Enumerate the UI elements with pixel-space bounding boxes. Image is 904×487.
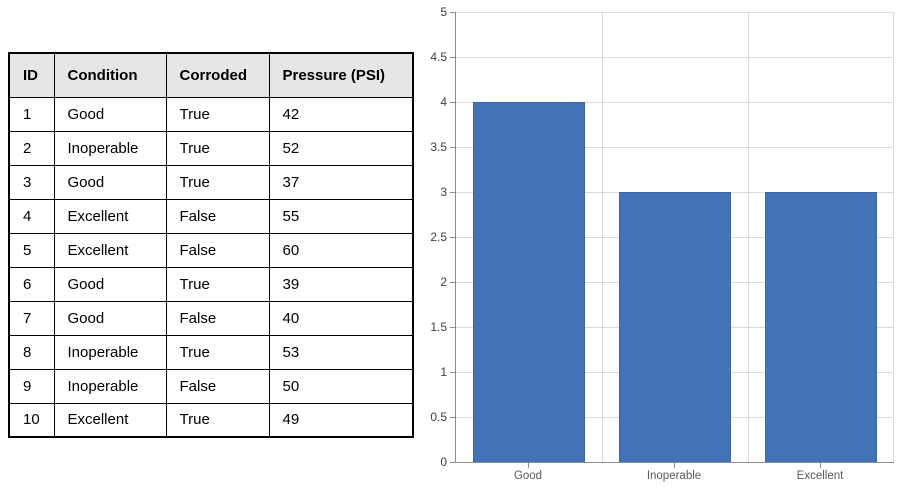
y-axis-tick bbox=[450, 237, 455, 238]
x-axis-tick bbox=[674, 463, 675, 468]
table-cell: 1 bbox=[8, 96, 55, 132]
v-gridline bbox=[602, 12, 603, 462]
table-cell: 9 bbox=[8, 368, 55, 404]
y-axis-tick bbox=[450, 372, 455, 373]
table-cell: Excellent bbox=[53, 232, 167, 268]
table-cell: 42 bbox=[268, 96, 414, 132]
table-row: 9 Inoperable False 50 bbox=[8, 368, 414, 404]
table-cell: 10 bbox=[8, 402, 55, 438]
table-header-cell: Corroded bbox=[165, 52, 270, 98]
x-axis-tick bbox=[820, 463, 821, 468]
table-cell: True bbox=[165, 266, 270, 302]
table-header-cell: Pressure (PSI) bbox=[268, 52, 414, 98]
table-row: 10 Excellent True 49 bbox=[8, 402, 414, 438]
bar-chart: 0 0.5 1 1.5 2 2.5 3 3.5 4 4.5 5 Good Inoperable Excel… bbox=[420, 0, 904, 487]
y-axis-tick-label: 1.5 bbox=[430, 320, 447, 334]
table-header-row: ID Condition Corroded Pressure (PSI) bbox=[8, 52, 414, 98]
table-cell: 53 bbox=[268, 334, 414, 370]
table-cell: 37 bbox=[268, 164, 414, 200]
v-gridline bbox=[893, 12, 894, 462]
table-row: 6 Good True 39 bbox=[8, 266, 414, 302]
y-axis-tick bbox=[450, 147, 455, 148]
table-cell: False bbox=[165, 300, 270, 336]
table-cell: Excellent bbox=[53, 198, 167, 234]
table-cell: 2 bbox=[8, 130, 55, 166]
table-cell: Good bbox=[53, 300, 167, 336]
y-axis-tick-label: 2.5 bbox=[430, 230, 447, 244]
table-row: 7 Good False 40 bbox=[8, 300, 414, 336]
table-row: 8 Inoperable True 53 bbox=[8, 334, 414, 370]
y-axis-tick bbox=[450, 327, 455, 328]
table-cell: 8 bbox=[8, 334, 55, 370]
table-cell: Inoperable bbox=[53, 130, 167, 166]
table-row: 3 Good True 37 bbox=[8, 164, 414, 200]
y-axis-tick-label: 0.5 bbox=[430, 410, 447, 424]
y-axis-tick-label: 0 bbox=[440, 455, 447, 469]
table-cell: Good bbox=[53, 96, 167, 132]
table-cell: 4 bbox=[8, 198, 55, 234]
table-cell: 60 bbox=[268, 232, 414, 268]
table-cell: False bbox=[165, 368, 270, 404]
table-cell: Good bbox=[53, 266, 167, 302]
table-cell: 52 bbox=[268, 130, 414, 166]
x-axis-tick-label: Excellent bbox=[796, 470, 844, 482]
table-row: 1 Good True 42 bbox=[8, 96, 414, 132]
table-cell: 6 bbox=[8, 266, 55, 302]
table-body: 1 Good True 42 2 Inoperable True 52 3 Good True 37 4… bbox=[8, 96, 414, 438]
y-axis-tick-label: 4 bbox=[440, 95, 447, 109]
table-cell: Inoperable bbox=[53, 368, 167, 404]
table-cell: True bbox=[165, 96, 270, 132]
table-cell: 50 bbox=[268, 368, 414, 404]
x-axis-tick bbox=[528, 463, 529, 468]
table-cell: True bbox=[165, 402, 270, 438]
y-axis-tick bbox=[450, 102, 455, 103]
data-table: ID Condition Corroded Pressure (PSI) 1 Good T… bbox=[8, 52, 414, 438]
y-axis-tick-label: 4.5 bbox=[430, 50, 447, 64]
table-cell: 49 bbox=[268, 402, 414, 438]
table-cell: True bbox=[165, 334, 270, 370]
y-axis-tick-label: 3.5 bbox=[430, 140, 447, 154]
y-axis-tick bbox=[450, 462, 455, 463]
table-row: 4 Excellent False 55 bbox=[8, 198, 414, 234]
table-cell: Good bbox=[53, 164, 167, 200]
table-cell: 40 bbox=[268, 300, 414, 336]
table-cell: 3 bbox=[8, 164, 55, 200]
table-header-cell: Condition bbox=[53, 52, 167, 98]
y-axis-tick-label: 3 bbox=[440, 185, 447, 199]
table-cell: True bbox=[165, 164, 270, 200]
chart-plot-area bbox=[455, 12, 894, 463]
table-cell: 39 bbox=[268, 266, 414, 302]
data-table-container: ID Condition Corroded Pressure (PSI) 1 Good T… bbox=[8, 52, 414, 438]
table-cell: 7 bbox=[8, 300, 55, 336]
table-cell: Inoperable bbox=[53, 334, 167, 370]
table-cell: False bbox=[165, 232, 270, 268]
y-axis-tick bbox=[450, 192, 455, 193]
table-cell: 55 bbox=[268, 198, 414, 234]
y-axis-tick bbox=[450, 282, 455, 283]
y-axis-tick-label: 1 bbox=[440, 365, 447, 379]
table-row: 5 Excellent False 60 bbox=[8, 232, 414, 268]
y-axis-tick-label: 5 bbox=[440, 5, 447, 19]
v-gridline bbox=[748, 12, 749, 462]
table-cell: False bbox=[165, 198, 270, 234]
bar-inoperable bbox=[618, 192, 732, 462]
y-axis-tick bbox=[450, 12, 455, 13]
h-gridline bbox=[456, 102, 894, 103]
table-cell: Excellent bbox=[53, 402, 167, 438]
table-row: 2 Inoperable True 52 bbox=[8, 130, 414, 166]
x-axis-tick-label: Good bbox=[513, 470, 543, 482]
bar-good bbox=[472, 102, 586, 462]
bar-excellent bbox=[764, 192, 878, 462]
y-axis-tick bbox=[450, 417, 455, 418]
table-cell: True bbox=[165, 130, 270, 166]
h-gridline bbox=[456, 147, 894, 148]
y-axis-tick-label: 2 bbox=[440, 275, 447, 289]
h-gridline bbox=[456, 57, 894, 58]
table-header-cell: ID bbox=[8, 52, 55, 98]
table-cell: 5 bbox=[8, 232, 55, 268]
x-axis-tick-label: Inoperable bbox=[646, 470, 702, 482]
h-gridline bbox=[456, 12, 894, 13]
y-axis-tick bbox=[450, 57, 455, 58]
